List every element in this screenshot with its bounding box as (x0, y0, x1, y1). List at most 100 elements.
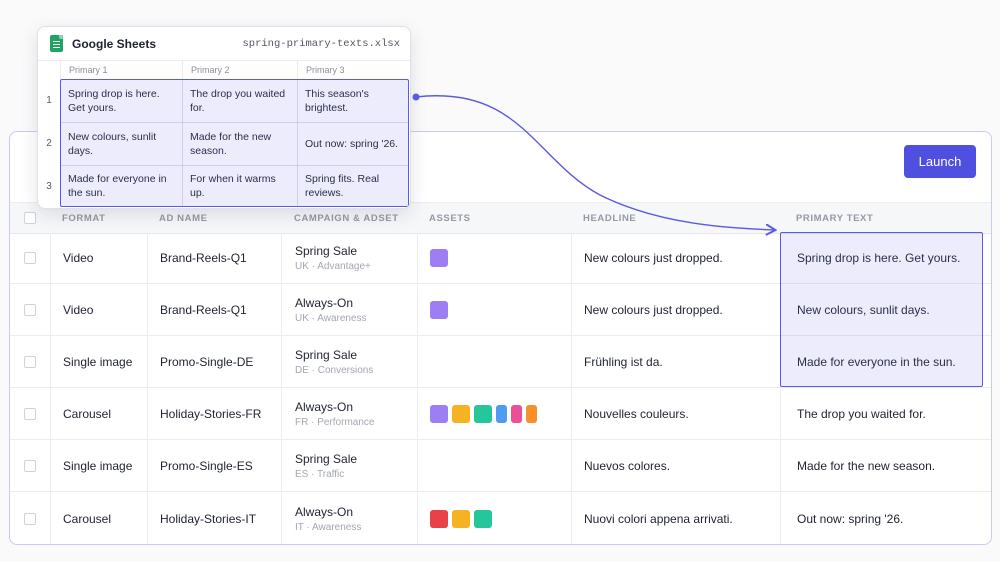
sheet-gridline (297, 79, 298, 207)
ad-name-cell: Promo-Single-DE (147, 336, 281, 387)
primary-text-cell[interactable]: Made for everyone in the sun. (780, 336, 991, 387)
sheet-cell[interactable]: The drop you waited for. (190, 87, 286, 114)
primary-text-cell[interactable]: The drop you waited for. (780, 388, 991, 439)
google-sheets-icon (50, 35, 63, 52)
asset-thumbnail[interactable] (430, 249, 448, 267)
table-row[interactable]: Carousel Holiday-Stories-FR Always-On FR … (10, 388, 991, 440)
primary-text-cell[interactable]: Spring drop is here. Get yours. (780, 233, 991, 283)
col-header-campaign-adset[interactable]: CAMPAIGN & ADSET (294, 212, 399, 224)
campaign-name: Spring Sale (295, 451, 358, 466)
col-header-ad-name[interactable]: AD NAME (159, 212, 208, 224)
format-value: Video (63, 251, 94, 265)
table-row[interactable]: Carousel Holiday-Stories-IT Always-On IT … (10, 492, 991, 544)
sheet-cell[interactable]: Spring drop is here. Get yours. (68, 87, 160, 114)
headline-value: Nuovi colori appena arrivati. (584, 511, 733, 526)
ad-name-value: Holiday-Stories-FR (160, 406, 262, 421)
sheet-row-number[interactable]: 2 (46, 138, 52, 149)
row-select-cell[interactable] (10, 336, 50, 387)
headline-cell[interactable]: Nouvelles couleurs. (571, 388, 780, 439)
campaign-name: Always-On (295, 504, 354, 519)
headline-value: New colours just dropped. (584, 302, 723, 317)
campaign-cell: Spring Sale ES · Traffic (281, 440, 417, 491)
asset-thumbnail[interactable] (496, 404, 507, 423)
col-header-format[interactable]: FORMAT (62, 212, 106, 224)
row-checkbox[interactable] (24, 459, 36, 472)
asset-thumbnail[interactable] (430, 509, 448, 528)
row-checkbox[interactable] (24, 252, 36, 264)
campaign-cell: Spring Sale UK · Advantage+ (281, 233, 417, 283)
primary-text-value: Out now: spring '26. (797, 511, 904, 526)
assets-cell (417, 388, 571, 439)
assets-cell (417, 336, 571, 387)
sheet-cell[interactable]: Made for the new season. (190, 130, 272, 157)
sheet-col-header-primary-2[interactable]: Primary 2 (182, 61, 297, 79)
ad-name-cell: Holiday-Stories-FR (147, 388, 281, 439)
ad-name-cell: Holiday-Stories-IT (147, 492, 281, 544)
asset-thumbnail[interactable] (452, 404, 470, 423)
assets-cell (417, 492, 571, 544)
asset-thumbnail[interactable] (511, 404, 522, 423)
sheet-row-number[interactable]: 3 (46, 180, 52, 192)
sheet-cell[interactable]: Spring fits. Real reviews. (305, 173, 380, 199)
format-cell: Single image (50, 336, 147, 387)
primary-text-value: Made for the new season. (797, 458, 936, 473)
table-row[interactable]: Video Brand-Reels-Q1 Spring Sale UK · Adv… (10, 233, 991, 284)
campaign-name: Always-On (295, 295, 354, 310)
sheet-cell[interactable]: New colours, sunlit days. (68, 130, 157, 157)
sheet-cell[interactable]: Out now: spring '26. (305, 137, 399, 150)
asset-thumbnail[interactable] (474, 509, 492, 528)
headline-cell[interactable]: Nuevos colores. (571, 440, 780, 491)
format-cell: Video (50, 233, 147, 283)
campaign-cell: Always-On FR · Performance (281, 388, 417, 439)
asset-thumbnail[interactable] (474, 404, 492, 423)
row-checkbox[interactable] (24, 355, 36, 368)
adset-name: DE · Conversions (295, 364, 374, 376)
row-checkbox[interactable] (24, 303, 36, 316)
table-row[interactable]: Single image Promo-Single-ES Spring Sale… (10, 440, 991, 492)
row-checkbox[interactable] (24, 512, 36, 525)
ad-name-cell: Promo-Single-ES (147, 440, 281, 491)
row-select-cell[interactable] (10, 492, 50, 544)
headline-cell[interactable]: Nuovi colori appena arrivati. (571, 492, 780, 544)
asset-thumbnail[interactable] (430, 404, 448, 423)
launch-button[interactable]: Launch (904, 145, 976, 178)
row-select-cell[interactable] (10, 440, 50, 491)
asset-thumbnail[interactable] (452, 509, 470, 528)
format-cell: Video (50, 284, 147, 335)
sheets-file-name: spring-primary-texts.xlsx (242, 38, 400, 50)
sheet-cell[interactable]: This season's brightest. (305, 87, 369, 114)
primary-text-value: Spring drop is here. Get yours. (797, 251, 961, 265)
primary-text-cell[interactable]: New colours, sunlit days. (780, 284, 991, 335)
col-header-assets[interactable]: ASSETS (429, 212, 471, 224)
assets-cell (417, 233, 571, 283)
sheet-cell[interactable]: Made for everyone in the sun. (68, 173, 167, 199)
asset-thumbnail[interactable] (430, 300, 448, 319)
arrow-start-dot (412, 93, 420, 101)
asset-list (430, 404, 571, 423)
select-all-cell[interactable] (10, 203, 50, 233)
row-select-cell[interactable] (10, 233, 50, 283)
headline-cell[interactable]: New colours just dropped. (571, 284, 780, 335)
sheet-cell[interactable]: For when it warms up. (190, 173, 276, 199)
sheet-gridline (60, 122, 409, 123)
col-header-primary-text[interactable]: PRIMARY TEXT (796, 212, 874, 224)
ad-name-value: Holiday-Stories-IT (160, 511, 257, 526)
ad-name-cell: Brand-Reels-Q1 (147, 284, 281, 335)
row-checkbox[interactable] (24, 407, 36, 420)
sheet-col-header-primary-1[interactable]: Primary 1 (60, 61, 182, 79)
table-row[interactable]: Single image Promo-Single-DE Spring Sale… (10, 336, 991, 388)
primary-text-cell[interactable]: Made for the new season. (780, 440, 991, 491)
select-all-checkbox[interactable] (24, 212, 36, 224)
adset-name: IT · Awareness (295, 521, 362, 533)
primary-text-cell[interactable]: Out now: spring '26. (780, 492, 991, 544)
row-select-cell[interactable] (10, 284, 50, 335)
col-header-headline[interactable]: HEADLINE (583, 212, 637, 224)
headline-cell[interactable]: New colours just dropped. (571, 233, 780, 283)
row-select-cell[interactable] (10, 388, 50, 439)
headline-cell[interactable]: Frühling ist da. (571, 336, 780, 387)
sheet-row-number[interactable]: 1 (46, 95, 52, 106)
table-row[interactable]: Video Brand-Reels-Q1 Always-On UK · Aware… (10, 284, 991, 336)
campaign-cell: Always-On UK · Awareness (281, 284, 417, 335)
sheet-col-header-primary-3[interactable]: Primary 3 (297, 61, 410, 79)
asset-thumbnail[interactable] (526, 404, 537, 423)
